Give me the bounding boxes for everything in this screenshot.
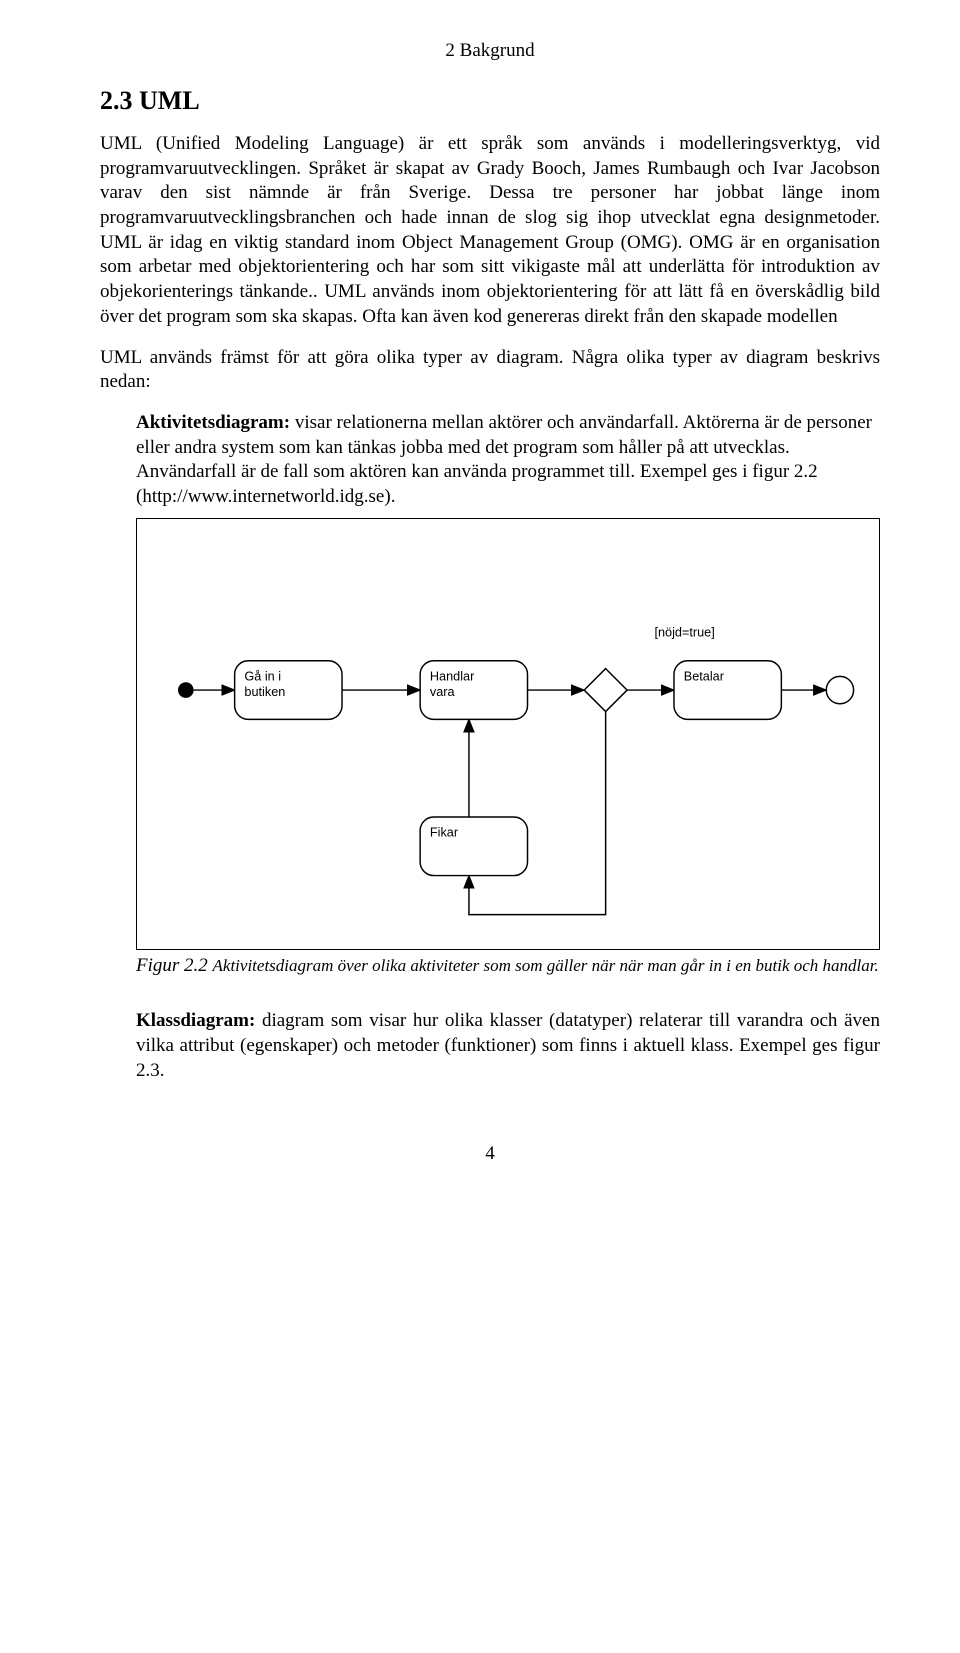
- page-number: 4: [100, 1143, 880, 1165]
- svg-text:butiken: butiken: [244, 685, 285, 699]
- figure-activity-diagram: Gå in i butiken Handlar vara Betalar Fikar [nö…: [136, 518, 880, 950]
- svg-text:Handlar: Handlar: [430, 669, 475, 683]
- paragraph-klassdiagram: Klassdiagram: diagram som visar hur olik…: [136, 1009, 880, 1083]
- term-klassdiagram: Klassdiagram:: [136, 1010, 255, 1031]
- svg-text:[nöjd=true]: [nöjd=true]: [654, 625, 714, 639]
- figure-label: Figur 2.2: [136, 955, 213, 976]
- activity-diagram-svg: Gå in i butiken Handlar vara Betalar Fikar [nö…: [137, 519, 879, 949]
- chapter-header: 2 Bakgrund: [100, 40, 880, 62]
- figure-caption-text: Aktivitetsdiagram över olika aktiviteter…: [213, 956, 879, 975]
- paragraph-2: UML används främst för att göra olika ty…: [100, 346, 880, 395]
- svg-text:vara: vara: [430, 685, 456, 699]
- paragraph-aktivitetsdiagram: Aktivitetsdiagram: visar relationerna me…: [136, 411, 880, 510]
- svg-text:Betalar: Betalar: [684, 669, 725, 683]
- figure-caption: Figur 2.2 Aktivitetsdiagram över olika a…: [136, 954, 880, 978]
- section-heading: 2.3 UML: [100, 86, 880, 116]
- svg-text:Gå in i: Gå in i: [244, 669, 281, 683]
- paragraph-1: UML (Unified Modeling Language) är ett s…: [100, 132, 880, 330]
- document-page: 2 Bakgrund 2.3 UML UML (Unified Modeling…: [0, 0, 960, 1205]
- svg-text:Fikar: Fikar: [430, 825, 459, 839]
- term-aktivitetsdiagram: Aktivitetsdiagram:: [136, 412, 290, 433]
